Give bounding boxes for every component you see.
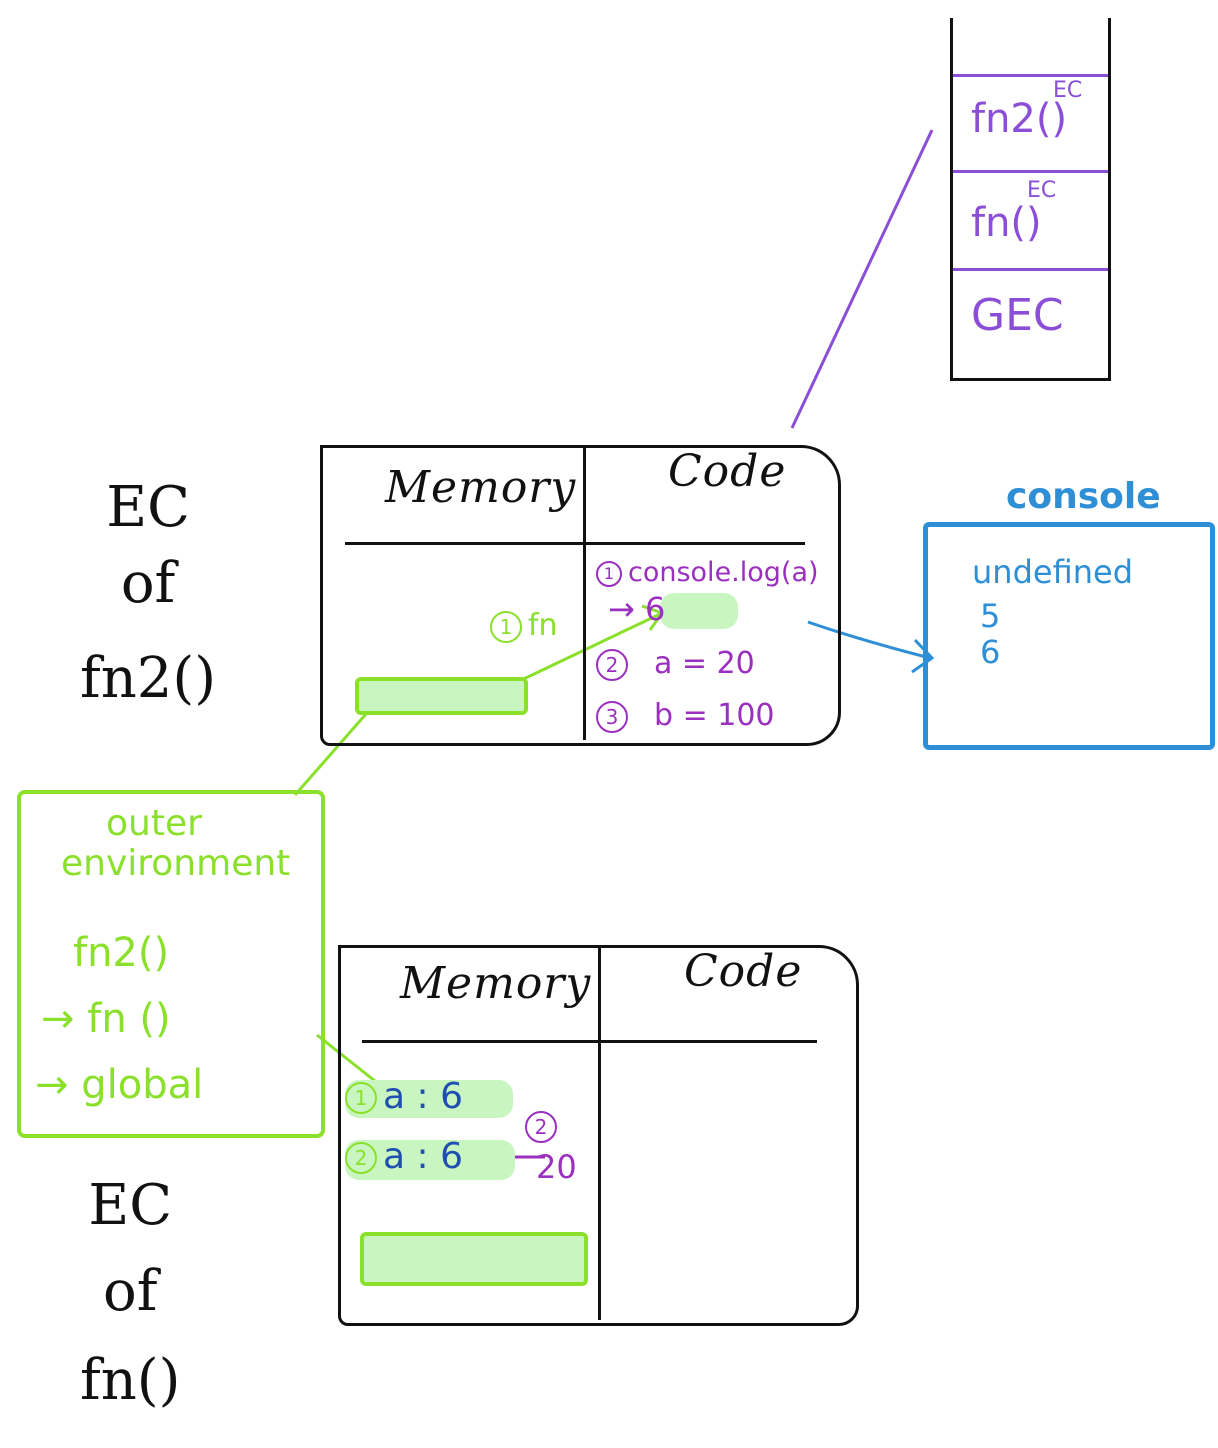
step-number: 1 xyxy=(345,1082,377,1114)
console-line: 5 xyxy=(980,597,1001,635)
fn-ec-label-line: EC xyxy=(88,1173,173,1238)
fn-memory-update-value: 20 xyxy=(536,1148,577,1186)
step-number: 2 xyxy=(345,1142,377,1174)
outer-environment-title: environment xyxy=(61,843,291,884)
step-number: 2 xyxy=(596,648,628,681)
stack-frame-fn2-ec: EC xyxy=(1053,78,1083,103)
fn2-memory-highlight xyxy=(355,677,528,715)
fn2-ec-header-line xyxy=(345,542,805,545)
outer-environment-title: outer xyxy=(106,803,202,844)
memory-text: a : 6 xyxy=(383,1076,463,1117)
step-number: 1 xyxy=(490,610,522,643)
step-number: 2 xyxy=(525,1111,557,1143)
stack-frame-fn-ec: EC xyxy=(1027,178,1057,203)
stack-frame-gec: GEC xyxy=(971,290,1064,341)
outer-environment-item: fn2() xyxy=(73,930,170,976)
call-stack: fn2() EC fn() EC GEC xyxy=(950,18,1111,381)
fn2-ec-column-divider xyxy=(583,445,586,740)
fn-code-header: Code xyxy=(684,946,803,997)
fn2-code-header: Code xyxy=(668,446,787,497)
code-text: a = 20 xyxy=(654,646,755,681)
code-line-assign-a: 2 a = 20 xyxy=(596,646,755,681)
code-text: console.log(a) xyxy=(628,557,819,588)
code-text: b = 100 xyxy=(654,698,775,733)
fn-ec-label: EC of fn() xyxy=(80,1168,181,1419)
fn2-memory-header: Memory xyxy=(385,462,577,513)
value-highlight xyxy=(660,593,738,629)
memory-text: a : 6 xyxy=(383,1136,463,1177)
fn-ec-header-line xyxy=(362,1040,817,1043)
console-arrow xyxy=(807,620,931,660)
stack-connector-line xyxy=(790,129,934,429)
fn2-ec-label-line: EC xyxy=(106,475,190,540)
outer-environment-item: → global xyxy=(35,1062,204,1108)
code-line-console-log: 1 console.log(a) xyxy=(596,557,819,588)
fn-memory-update-step: 2 xyxy=(525,1111,563,1143)
console-line: 6 xyxy=(980,633,1001,671)
outer-environment-item: → fn () xyxy=(41,996,171,1042)
step-number: 1 xyxy=(596,560,622,587)
fn-memory-highlight xyxy=(360,1232,588,1286)
console-line: undefined xyxy=(972,553,1133,591)
fn2-ec-label-line: fn2() xyxy=(80,646,217,712)
fn2-memory-note: 1 fn xyxy=(490,608,558,643)
outer-environment-box: outer environment fn2() → fn () → global xyxy=(17,790,325,1138)
fn2-ec-box xyxy=(320,445,841,746)
console-box: undefined 5 6 xyxy=(923,522,1215,750)
fn2-ec-label: EC of fn2() xyxy=(80,470,216,717)
fn-ec-label-line: fn() xyxy=(80,1348,181,1414)
stack-frame-fn2: fn2() xyxy=(971,96,1068,142)
fn-memory-header: Memory xyxy=(400,958,592,1009)
code-line-assign-b: 3 b = 100 xyxy=(596,698,775,733)
step-number: 3 xyxy=(596,700,628,733)
stack-divider xyxy=(953,74,1108,77)
stack-divider xyxy=(953,170,1108,173)
fn-ec-label-line: of xyxy=(103,1258,158,1324)
outer-env-connector-bottom xyxy=(316,1033,381,1087)
fn-ec-column-divider xyxy=(598,945,601,1320)
code-line-result: → 6 xyxy=(608,590,666,628)
stack-frame-fn: fn() xyxy=(971,200,1042,246)
stack-divider xyxy=(953,268,1108,271)
console-title: console xyxy=(1006,476,1161,517)
fn2-memory-note-text: fn xyxy=(528,608,558,643)
fn2-ec-label-line: of xyxy=(120,550,176,616)
